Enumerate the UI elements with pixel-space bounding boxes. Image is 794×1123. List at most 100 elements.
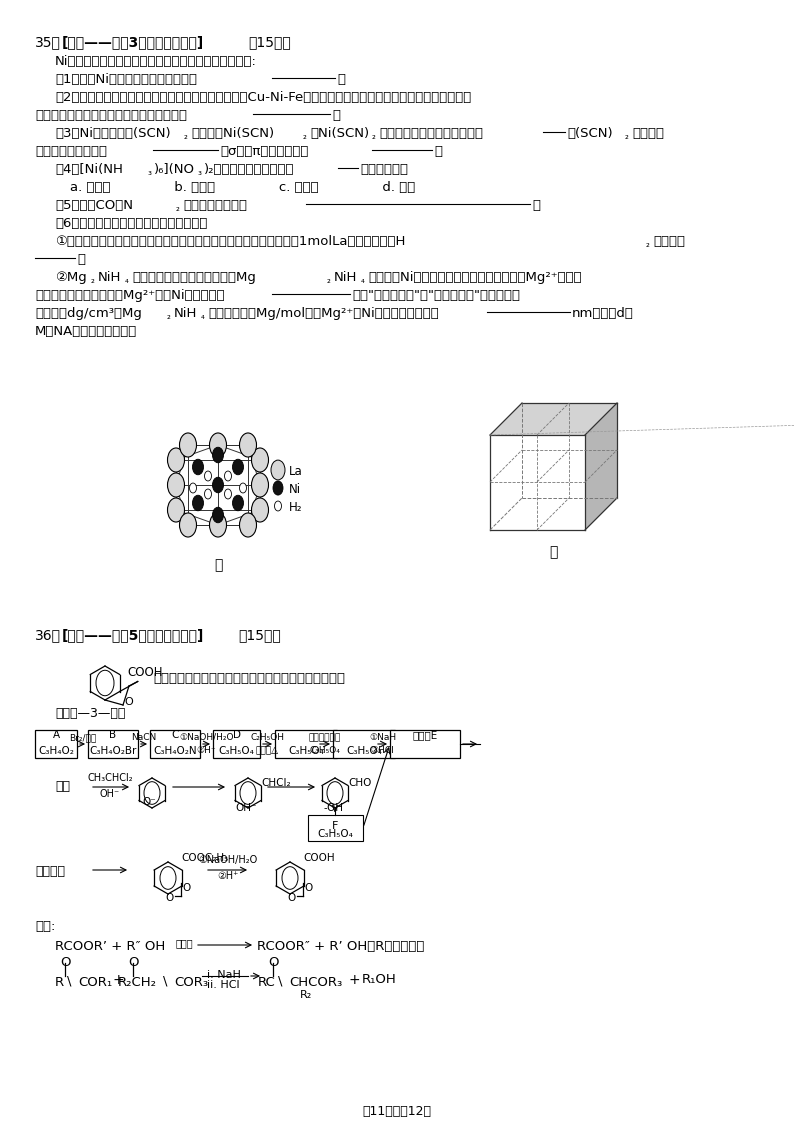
Text: ii. HCl: ii. HCl (207, 980, 240, 990)
Text: CHCOR₃: CHCOR₃ (289, 976, 342, 989)
Text: C₃H₅O₄: C₃H₅O₄ (218, 746, 254, 756)
Text: ₃: ₃ (197, 167, 201, 177)
Text: 。: 。 (337, 73, 345, 86)
Circle shape (273, 481, 283, 495)
Text: NiH: NiH (98, 271, 121, 284)
Text: C₂H₅OH: C₂H₅OH (250, 733, 284, 742)
Text: ②H⁺: ②H⁺ (197, 746, 216, 755)
Text: ②HCl: ②HCl (371, 746, 395, 755)
Text: 是一种重要的香料，常用作日常用品或食品的加香剂。: 是一种重要的香料，常用作日常用品或食品的加香剂。 (153, 672, 345, 685)
Text: R₂CH₂: R₂CH₂ (118, 976, 157, 989)
Text: 的密度为dg/cm³，Mg: 的密度为dg/cm³，Mg (35, 307, 142, 320)
Text: H₂: H₂ (289, 501, 303, 514)
Text: 三步反应: 三步反应 (35, 865, 65, 878)
Text: ₄: ₄ (125, 275, 129, 285)
Text: ；(SCN): ；(SCN) (567, 127, 613, 140)
Text: )₂中，不存在的化学键为: )₂中，不存在的化学键为 (204, 163, 295, 176)
Text: （2）科学家在研究金属矿物质组分的过程中，发现了Cu-Ni-Fe等多种金属互化物。确定某种金属互化物是晶体: （2）科学家在研究金属矿物质组分的过程中，发现了Cu-Ni-Fe等多种金属互化物… (55, 91, 472, 104)
Text: [化学——选修5：有机化学基础]: [化学——选修5：有机化学基础] (62, 628, 204, 642)
Text: RCOOR’ + R″ OH: RCOOR’ + R″ OH (55, 940, 165, 953)
Text: 反应生成Ni(SCN): 反应生成Ni(SCN) (191, 127, 274, 140)
Text: ₂: ₂ (327, 275, 331, 285)
Polygon shape (585, 403, 617, 530)
Bar (333, 730, 395, 758)
Text: C₃H₅O₄: C₃H₅O₄ (317, 829, 353, 839)
Circle shape (168, 473, 184, 497)
Text: （3）Ni能与类卤素(SCN): （3）Ni能与类卤素(SCN) (55, 127, 171, 140)
Text: 乙: 乙 (549, 545, 557, 559)
Text: B: B (110, 730, 117, 740)
Circle shape (205, 489, 211, 499)
Bar (35, 730, 77, 758)
Text: 晶胞中，Ni原子占据如图乙的顶点和面心，Mg²⁺处于乙: 晶胞中，Ni原子占据如图乙的顶点和面心，Mg²⁺处于乙 (368, 271, 582, 284)
Text: COR₃: COR₃ (174, 976, 208, 989)
Polygon shape (490, 403, 617, 435)
Text: ②Mg: ②Mg (55, 271, 87, 284)
Text: F: F (332, 821, 338, 831)
Circle shape (275, 501, 282, 511)
Text: )₆](NO: )₆](NO (154, 163, 195, 176)
Circle shape (225, 489, 232, 499)
Circle shape (213, 477, 223, 493)
Text: Ni元素在生产、生活中有着广泛的应用。回答下列问题:: Ni元素在生产、生活中有着广泛的应用。回答下列问题: (55, 55, 257, 69)
Bar (150, 730, 200, 758)
Circle shape (213, 447, 223, 463)
Text: COR₁: COR₁ (78, 976, 112, 989)
Text: ₂: ₂ (167, 311, 171, 321)
Text: ₄: ₄ (361, 275, 365, 285)
Circle shape (233, 495, 244, 511)
Text: Ni: Ni (289, 483, 301, 496)
Circle shape (240, 513, 256, 537)
Text: C₃H₄O₂Br: C₃H₄O₂Br (89, 746, 137, 756)
Text: 还是非晶体最可靠的科学方法是对固体进行: 还是非晶体最可靠的科学方法是对固体进行 (35, 109, 187, 122)
Text: O: O (128, 956, 138, 969)
Text: La: La (289, 465, 303, 478)
Text: RCOOR″ + R’ OH（R代表烃基）: RCOOR″ + R’ OH（R代表烃基） (257, 940, 424, 953)
Text: 第11页，共12页: 第11页，共12页 (363, 1105, 431, 1119)
Text: 。Ni(SCN): 。Ni(SCN) (310, 127, 369, 140)
Text: a. 离子键               b. 金属键               c. 配位键               d. 氢键: a. 离子键 b. 金属键 c. 配位键 d. 氢键 (70, 181, 415, 194)
Text: C₃H₅O₄: C₃H₅O₄ (310, 746, 341, 755)
Text: 硫原子的杂化方式是: 硫原子的杂化方式是 (35, 145, 107, 158)
Text: M、NA的代数式表示）。: M、NA的代数式表示）。 (35, 325, 137, 338)
Circle shape (271, 460, 285, 480)
Text: i. NaH: i. NaH (207, 970, 241, 980)
Circle shape (210, 513, 226, 537)
Text: C₃H₅O₄: C₃H₅O₄ (346, 746, 382, 756)
Circle shape (179, 433, 196, 457)
Text: NiH: NiH (174, 307, 198, 320)
Circle shape (192, 495, 203, 511)
Text: \: \ (278, 974, 283, 987)
Bar (308, 815, 363, 841)
Text: ②H⁺: ②H⁺ (218, 871, 239, 882)
Text: （4）[Ni(NH: （4）[Ni(NH (55, 163, 123, 176)
Circle shape (252, 497, 268, 522)
Circle shape (240, 433, 256, 457)
Text: 。: 。 (532, 199, 540, 212)
Text: O: O (124, 697, 133, 707)
Text: （填"八面体空隙"或"四面体空隙"）。若晶体: （填"八面体空隙"或"四面体空隙"）。若晶体 (352, 289, 520, 302)
Text: NaCN: NaCN (131, 733, 156, 742)
Text: 的熔沸点高的原因: 的熔沸点高的原因 (183, 199, 247, 212)
Text: O: O (304, 883, 312, 893)
Text: （5）解释CO比N: （5）解释CO比N (55, 199, 133, 212)
Text: O: O (268, 956, 279, 969)
Text: （6）镍合金储氢的研究已取得很大进展。: （6）镍合金储氢的研究已取得很大进展。 (55, 217, 207, 230)
Circle shape (192, 459, 203, 475)
Circle shape (233, 459, 244, 475)
Text: 的摩尔质量为Mg/mol，则Mg²⁺和Ni原子的最短距离为: 的摩尔质量为Mg/mol，则Mg²⁺和Ni原子的最短距离为 (208, 307, 439, 320)
Text: -OH: -OH (323, 803, 343, 813)
Text: [化学——选修3：物质结构基础]: [化学——选修3：物质结构基础] (62, 35, 204, 49)
Text: 催化剂: 催化剂 (176, 938, 194, 948)
Text: O: O (287, 893, 295, 903)
Text: 分子中，: 分子中， (632, 127, 664, 140)
Circle shape (213, 508, 223, 523)
Text: （15分）: （15分） (238, 628, 281, 642)
Bar (275, 730, 337, 758)
Text: ₂: ₂ (646, 239, 649, 249)
Bar (213, 730, 260, 758)
Text: O: O (60, 956, 71, 969)
Text: 丙二酸二乙酯: 丙二酸二乙酯 (309, 733, 341, 742)
Bar (390, 730, 460, 758)
Text: \: \ (67, 974, 71, 987)
